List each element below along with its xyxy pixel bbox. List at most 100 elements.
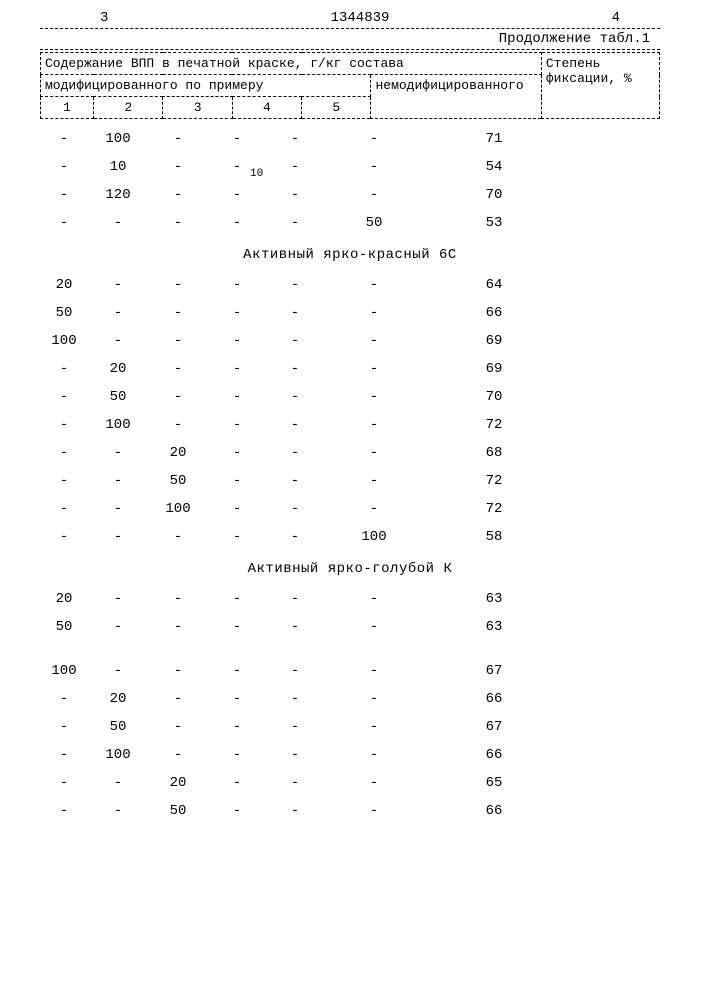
cell: - <box>266 591 324 607</box>
cell: - <box>266 159 324 175</box>
cell: - <box>88 305 148 321</box>
cell: - <box>148 131 208 147</box>
table-row: --50---72 <box>40 467 660 495</box>
cell: - <box>266 663 324 679</box>
cell: 66 <box>424 691 614 707</box>
cell: - <box>208 501 266 517</box>
cell: 66 <box>424 305 614 321</box>
cell: - <box>208 445 266 461</box>
cell: - <box>324 417 424 433</box>
table-row: -20----69 <box>40 355 660 383</box>
cell: - <box>148 747 208 763</box>
cell: 100 <box>40 663 88 679</box>
cell: 50 <box>40 305 88 321</box>
cell: - <box>40 445 88 461</box>
cell: 69 <box>424 333 614 349</box>
cell: - <box>266 719 324 735</box>
cell: 54 <box>424 159 614 175</box>
col-num-4: 4 <box>232 97 301 119</box>
cell: - <box>324 591 424 607</box>
page-col-right: 4 <box>612 10 620 26</box>
cell: - <box>148 389 208 405</box>
cell: - <box>208 619 266 635</box>
cell: 50 <box>324 215 424 231</box>
cell: - <box>266 445 324 461</box>
table-row: -100----72 <box>40 411 660 439</box>
table-row: -10----54 <box>40 153 660 181</box>
cell: 100 <box>148 501 208 517</box>
cell: - <box>266 747 324 763</box>
cell: - <box>324 445 424 461</box>
continuation-label: Продолжение табл.1 <box>40 31 650 47</box>
cell: 100 <box>324 529 424 545</box>
cell: - <box>88 473 148 489</box>
cell: - <box>324 361 424 377</box>
cell: - <box>266 305 324 321</box>
cell: - <box>40 417 88 433</box>
cell: - <box>208 361 266 377</box>
cell: - <box>88 619 148 635</box>
table-row: -120----70 <box>40 181 660 209</box>
cell: - <box>266 619 324 635</box>
cell: - <box>88 663 148 679</box>
cell: 58 <box>424 529 614 545</box>
cell: 20 <box>40 277 88 293</box>
cell: 65 <box>424 775 614 791</box>
cell: 10 <box>88 159 148 175</box>
cell: - <box>148 305 208 321</box>
table-header: Содержание ВПП в печатной краске, г/кг с… <box>40 52 660 119</box>
cell: - <box>324 131 424 147</box>
cell: 72 <box>424 501 614 517</box>
cell: - <box>40 187 88 203</box>
col-num-5: 5 <box>302 97 371 119</box>
cell: 66 <box>424 803 614 819</box>
cell: - <box>40 215 88 231</box>
table-body: -100----71-10----54-120----70-----5053Ак… <box>40 125 660 825</box>
cell: - <box>266 529 324 545</box>
cell: - <box>88 591 148 607</box>
cell: - <box>88 803 148 819</box>
cell: - <box>324 663 424 679</box>
header-sub-left: модифицированного по примеру <box>41 75 371 97</box>
cell: - <box>88 445 148 461</box>
table-row: --50---66 <box>40 797 660 825</box>
cell: 20 <box>88 361 148 377</box>
cell: - <box>40 501 88 517</box>
cell: - <box>88 529 148 545</box>
cell: 68 <box>424 445 614 461</box>
cell: 67 <box>424 719 614 735</box>
section-title: Активный ярко-красный 6С <box>40 247 660 263</box>
page-col-left: 3 <box>100 10 108 26</box>
cell: 63 <box>424 619 614 635</box>
cell: - <box>40 159 88 175</box>
cell: - <box>266 277 324 293</box>
table-row: -50----70 <box>40 383 660 411</box>
cell: 100 <box>88 747 148 763</box>
cell: - <box>208 305 266 321</box>
cell: - <box>324 691 424 707</box>
cell: 70 <box>424 187 614 203</box>
cell: - <box>208 691 266 707</box>
header-main-right: Степень фиксации, % <box>541 53 659 119</box>
cell: - <box>40 803 88 819</box>
cell: 120 <box>88 187 148 203</box>
cell: - <box>148 619 208 635</box>
table-row: 50-----63 <box>40 613 660 641</box>
cell: - <box>324 187 424 203</box>
cell: - <box>208 803 266 819</box>
cell: - <box>324 501 424 517</box>
cell: - <box>148 333 208 349</box>
cell: - <box>88 333 148 349</box>
cell: 72 <box>424 417 614 433</box>
cell: 64 <box>424 277 614 293</box>
cell: - <box>266 333 324 349</box>
cell: - <box>324 719 424 735</box>
table-row: --20---68 <box>40 439 660 467</box>
cell: 50 <box>40 619 88 635</box>
cell: - <box>40 691 88 707</box>
cell: - <box>148 417 208 433</box>
cell: - <box>208 277 266 293</box>
cell: - <box>324 747 424 763</box>
cell: 20 <box>40 591 88 607</box>
cell: - <box>266 691 324 707</box>
